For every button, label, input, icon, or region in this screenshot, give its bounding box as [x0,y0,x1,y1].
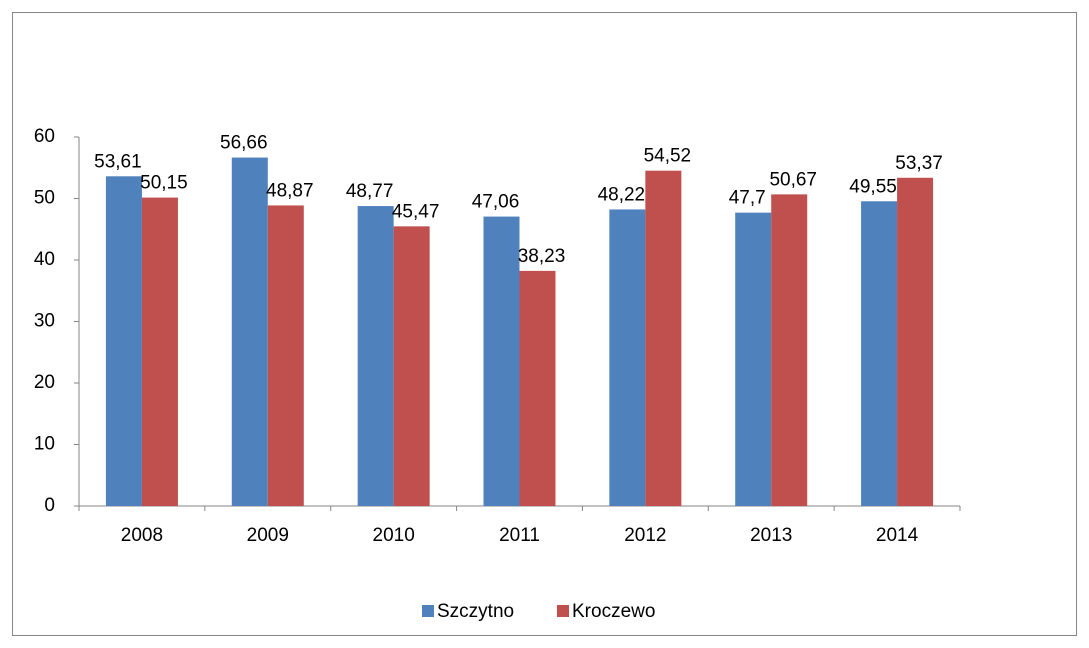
x-tick-label: 2012 [624,525,666,546]
y-tick-label: 30 [34,311,55,332]
data-label: 45,47 [392,201,440,222]
bar [897,177,934,506]
y-tick-label: 40 [34,249,55,270]
legend-label: Kroczewo [572,601,655,622]
bar [267,205,304,506]
data-label: 38,23 [518,246,566,267]
bar [141,197,178,506]
bar [609,209,646,506]
x-tick-label: 2013 [750,525,792,546]
bar [231,157,268,506]
data-label: 53,37 [895,153,943,174]
x-tick-label: 2014 [876,525,919,546]
bar [105,176,142,506]
y-tick-label: 0 [44,495,55,516]
x-tick-label: 2009 [247,525,289,546]
bar [861,201,898,506]
bar [393,226,430,506]
bar [519,270,556,506]
y-tick-label: 50 [34,188,55,209]
x-tick-label: 2010 [373,525,415,546]
bar [771,194,808,506]
data-label: 47,7 [729,188,766,209]
data-label: 48,87 [266,180,314,201]
bar [483,216,520,506]
data-label: 54,52 [644,146,692,167]
bar [645,170,682,506]
x-tick-label: 2008 [121,525,163,546]
bar [735,212,772,506]
data-label: 48,22 [598,184,646,205]
legend-label: Szczytno [437,601,514,622]
data-label: 56,66 [220,133,268,154]
data-label: 50,15 [140,173,188,194]
y-tick-label: 60 [34,126,55,147]
x-tick-label: 2011 [499,525,540,546]
y-tick-label: 10 [34,434,55,455]
data-label: 48,77 [346,181,394,202]
data-label: 50,67 [769,169,817,190]
legend-swatch [557,605,569,617]
data-label: 49,55 [849,176,897,197]
legend-swatch [422,605,434,617]
bar [357,206,394,506]
y-tick-label: 20 [34,372,55,393]
data-label: 47,06 [472,192,520,213]
data-label: 53,61 [94,151,142,172]
